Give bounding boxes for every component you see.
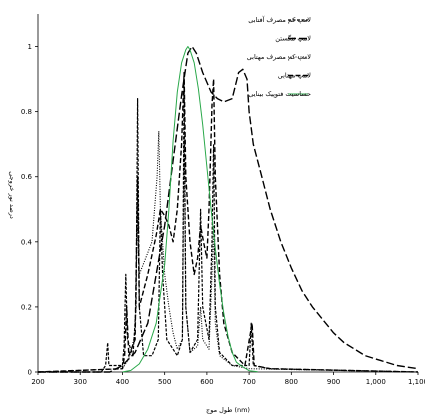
legend: لامپ کم مصرف آفتابی لامپ تنگستن لامپ کم مص…	[247, 15, 312, 98]
legend-label-4: لامپ مهتابی	[278, 72, 312, 80]
x-tick-label: 300	[74, 378, 87, 386]
x-tick-label: 1,000	[366, 378, 386, 386]
y-axis-title: درصد نور خروجی	[8, 171, 16, 219]
x-tick-label: 700	[242, 378, 255, 386]
y-tick-label: 1	[28, 43, 32, 51]
series-layer	[37, 45, 419, 373]
x-tick-label: 200	[31, 378, 44, 386]
x-tick-label: 400	[116, 378, 129, 386]
x-tick-label: 1,100	[408, 378, 425, 386]
x-axis-title: طول موج (nm)	[206, 406, 250, 414]
y-tick-label: 0.8	[21, 108, 32, 116]
y-tick-label: 0.2	[21, 303, 32, 311]
series-line-5	[122, 46, 258, 373]
series-line-2	[38, 45, 419, 373]
legend-label-3: لامپ کم مصرف مهتابی	[247, 53, 312, 61]
y-tick-label: 0.4	[21, 238, 33, 246]
x-tick-label: 900	[327, 378, 340, 386]
legend-label-5: حساسیت فتوپیک بینایی	[248, 90, 311, 98]
legend-label-2: لامپ تنگستن	[275, 35, 311, 43]
series-line-1	[38, 78, 419, 373]
axes: 200 300 400 500 600 700 800 900 1,000 1,100 0 0.2 0.…	[21, 14, 425, 386]
x-tick-label: 800	[285, 378, 298, 386]
x-tick-label: 600	[200, 378, 213, 386]
y-tick-label: 0.6	[21, 173, 33, 181]
x-tick-label: 500	[158, 378, 171, 386]
y-tick-label: 0	[28, 369, 32, 377]
legend-label-1: لامپ کم مصرف آفتابی	[248, 15, 311, 24]
series-line-4	[37, 71, 419, 373]
